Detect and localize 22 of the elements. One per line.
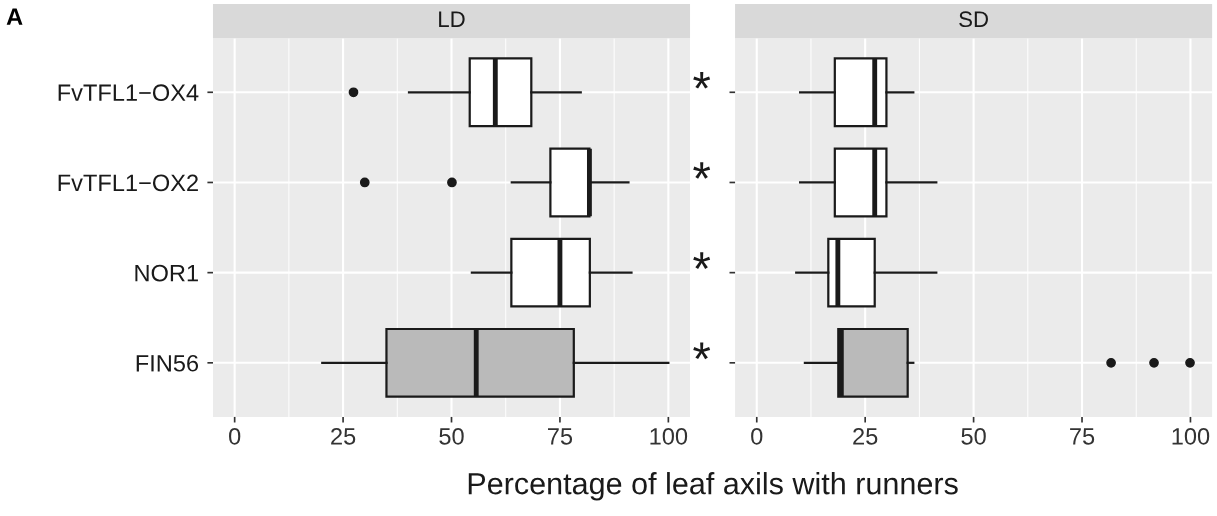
text: *	[693, 342, 711, 360]
x-tick-label: 100	[1172, 427, 1210, 445]
y-tick-label: NOR1	[135, 264, 198, 282]
y-tick-label: FvTFL1−OX4	[58, 84, 199, 102]
x-tick-label: 50	[961, 427, 986, 445]
x-tick-label: 0	[229, 427, 241, 445]
x-tick-label: 25	[331, 427, 356, 445]
y-tick-label: FvTFL1−OX2	[58, 174, 198, 192]
chart-title: SD	[959, 11, 988, 28]
text: *	[693, 72, 711, 89]
x-tick-label: 0	[751, 427, 763, 445]
x-axis-title: Percentage of leaf axils with runners	[468, 472, 958, 501]
text: A	[6, 8, 23, 25]
y-tick-label: FIN56	[136, 354, 199, 372]
x-tick-label: 75	[1070, 428, 1095, 445]
text: *	[693, 252, 711, 269]
x-tick-label: 50	[439, 427, 464, 445]
chart-title: LD	[439, 11, 465, 27]
x-tick-label: 25	[853, 427, 878, 445]
x-tick-label: 100	[650, 427, 688, 445]
text: *	[693, 162, 711, 179]
x-tick-label: 75	[548, 428, 573, 445]
